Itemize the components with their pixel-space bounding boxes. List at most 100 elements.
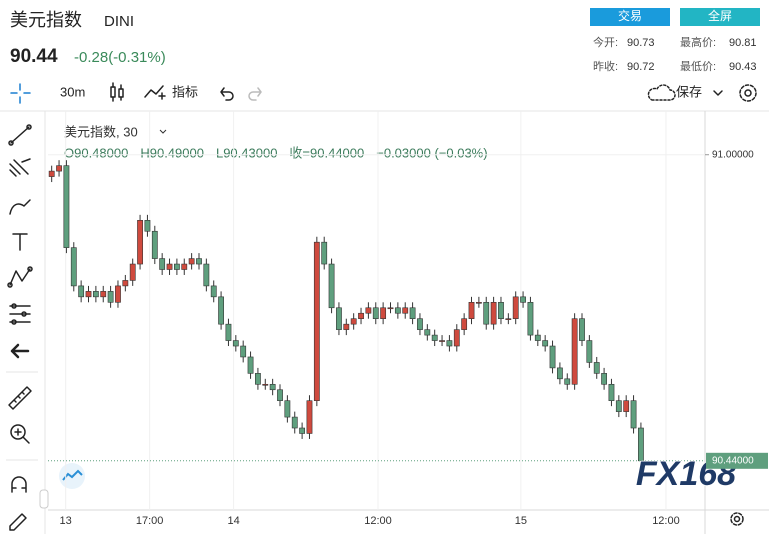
legend-values: O90.48000 H90.49000 L90.43000 收=90.44000 −0.…: [64, 145, 488, 160]
indicators[interactable]: 指标: [172, 84, 198, 99]
candle-body: [431, 334, 438, 341]
candle-body: [78, 285, 85, 298]
price: 90.44: [10, 46, 58, 67]
candle-body: [144, 220, 151, 232]
magnet-tool[interactable]: [11, 476, 27, 493]
x-tick-label: 15: [515, 515, 527, 527]
candle-body: [336, 307, 342, 330]
candle-body: [623, 400, 630, 412]
candle-body: [409, 307, 416, 319]
trade-button-label[interactable]: 交易: [618, 8, 642, 23]
interval[interactable]: 30m: [60, 84, 85, 99]
fib-tool[interactable]: [9, 158, 31, 177]
measure-tool[interactable]: [9, 303, 31, 325]
stat-label: 今开:: [593, 35, 618, 49]
candle-body: [210, 285, 217, 298]
candle-body: [453, 329, 460, 347]
legend-value: −0.03000 (−0.03%): [376, 145, 487, 160]
cloud-icon[interactable]: [647, 84, 676, 101]
stat-value: 90.43: [729, 61, 757, 73]
lock-tool[interactable]: [9, 513, 27, 531]
candle-body: [512, 296, 519, 319]
legend-value: O90.48000: [64, 145, 128, 160]
ruler-tool[interactable]: [8, 386, 32, 410]
legend-title: 美元指数, 30: [64, 124, 138, 139]
candle-body: [269, 383, 276, 391]
candle-body: [446, 340, 453, 347]
candle-body: [247, 356, 254, 374]
x-tick-label: 12:00: [364, 515, 392, 527]
candle-body: [218, 296, 224, 325]
candle-body: [557, 367, 563, 380]
candle-body: [505, 318, 512, 320]
candle-body: [343, 323, 350, 330]
candle-body: [586, 340, 593, 363]
candle-body: [527, 302, 534, 336]
x-tick-label: 17:00: [136, 515, 164, 527]
crosshair-tool[interactable]: [10, 83, 31, 104]
candle-body: [630, 400, 637, 429]
redo[interactable]: [248, 87, 262, 101]
candle-body: [129, 263, 136, 281]
candle-body: [571, 318, 578, 385]
back-tool[interactable]: [10, 343, 30, 359]
zoom-tool[interactable]: [10, 424, 30, 444]
last-price-label: 90.44000: [712, 455, 754, 466]
candle-body: [549, 345, 556, 369]
candle-body: [291, 416, 298, 429]
candle-body: [468, 302, 475, 319]
candle-body: [151, 230, 158, 259]
pattern-tool[interactable]: [7, 266, 33, 288]
change: -0.28(-0.31%): [74, 49, 166, 66]
candle-body: [262, 383, 269, 386]
candle-body: [137, 220, 143, 265]
stat-label: 最低价:: [680, 60, 716, 73]
candle-body: [372, 307, 379, 319]
x-tick-label: 13: [60, 515, 72, 527]
candle-body: [542, 340, 549, 347]
fullscreen-button-label[interactable]: 全屏: [708, 8, 732, 23]
line-tool[interactable]: [8, 124, 32, 146]
candle-body: [255, 373, 261, 385]
logo-badge[interactable]: [59, 463, 85, 489]
indicator-icon[interactable]: [144, 85, 166, 100]
candle-body: [196, 258, 202, 265]
undo[interactable]: [220, 87, 234, 101]
candle-body: [277, 389, 283, 401]
collapse-handle[interactable]: [39, 489, 49, 509]
candle-body: [313, 241, 320, 401]
fullscreen-button[interactable]: [680, 8, 760, 26]
candle-body: [498, 302, 504, 319]
save[interactable]: 保存: [676, 84, 702, 99]
candle-body: [358, 312, 364, 319]
candle-body: [579, 318, 585, 341]
candle-body: [181, 263, 188, 270]
legend-value: 收=90.44000: [289, 145, 364, 160]
candle-body: [240, 345, 247, 358]
candle-body: [166, 263, 173, 270]
stat-value: 90.73: [627, 37, 655, 49]
title: 美元指数: [10, 10, 82, 30]
candle-body: [328, 263, 335, 309]
candle-body: [173, 263, 180, 270]
save-menu[interactable]: [713, 90, 723, 96]
candle-body: [70, 247, 77, 287]
candle-body: [284, 400, 291, 418]
legend-value: H90.49000: [140, 145, 204, 160]
trade-button[interactable]: [590, 8, 670, 26]
candle-body: [638, 427, 644, 462]
candle-body: [122, 280, 129, 287]
candle-body: [159, 258, 166, 270]
stat-label: 昨收:: [593, 59, 618, 73]
candle-body: [365, 307, 372, 314]
last-price-box: [706, 452, 768, 469]
legend-menu[interactable]: [159, 129, 167, 134]
candle-type-icon[interactable]: [110, 82, 124, 102]
brush-tool[interactable]: [9, 199, 31, 215]
axis-settings[interactable]: [730, 512, 744, 526]
candle-body: [387, 307, 394, 310]
settings[interactable]: [739, 84, 757, 102]
candle-body: [299, 427, 306, 434]
text-tool[interactable]: [12, 233, 28, 251]
